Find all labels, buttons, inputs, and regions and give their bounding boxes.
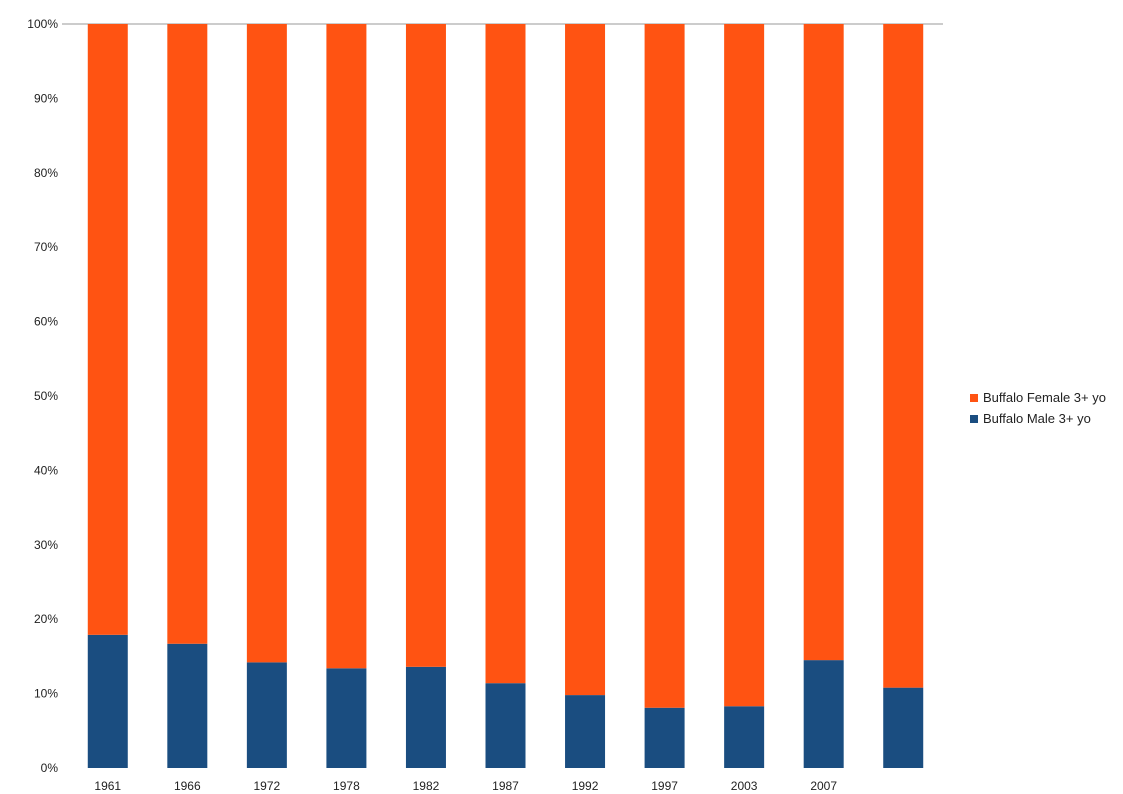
bar-segment-male xyxy=(565,695,606,768)
y-tick-label: 80% xyxy=(34,166,58,180)
bar-segment-female xyxy=(167,24,208,644)
bar-segment-male xyxy=(803,660,844,768)
bar-segment-female xyxy=(405,24,446,667)
bar-segment-male xyxy=(724,706,765,768)
x-tick-label: 1966 xyxy=(174,779,201,793)
y-tick-label: 90% xyxy=(34,91,58,105)
bar-segment-female xyxy=(565,24,606,696)
y-axis-ticks: 0% 10% 20% 30% 40% 50% 60% 70% 80% 90% 100% xyxy=(27,17,58,775)
y-tick-label: 20% xyxy=(34,612,58,626)
legend-swatch-male xyxy=(970,414,978,423)
y-tick-label: 10% xyxy=(34,687,58,701)
bar-segment-male xyxy=(167,643,208,768)
bar-segment-male xyxy=(644,707,685,768)
y-tick-label: 40% xyxy=(34,463,58,477)
y-tick-label: 0% xyxy=(41,761,59,775)
bars-group xyxy=(87,24,924,768)
x-tick-label: 1997 xyxy=(651,779,678,793)
x-tick-label: 1987 xyxy=(492,779,519,793)
legend-item-male: Buffalo Male 3+ yo xyxy=(970,408,1106,429)
bar-segment-female xyxy=(326,24,367,669)
legend-label-male: Buffalo Male 3+ yo xyxy=(983,411,1091,426)
x-tick-label: 1982 xyxy=(413,779,440,793)
legend: Buffalo Female 3+ yo Buffalo Male 3+ yo xyxy=(970,387,1106,429)
x-tick-label: 2007 xyxy=(810,779,837,793)
bar-segment-female xyxy=(803,24,844,661)
legend-label-female: Buffalo Female 3+ yo xyxy=(983,390,1106,405)
bar-segment-male xyxy=(326,668,367,768)
bar-segment-male xyxy=(883,687,924,768)
x-tick-label: 1972 xyxy=(254,779,281,793)
bar-segment-female xyxy=(87,24,128,635)
y-tick-label: 50% xyxy=(34,389,58,403)
y-tick-label: 100% xyxy=(27,17,58,31)
bar-segment-female xyxy=(724,24,765,707)
legend-item-female: Buffalo Female 3+ yo xyxy=(970,387,1106,408)
x-tick-label: 1992 xyxy=(572,779,599,793)
x-axis-ticks: 1961 1966 1972 1978 1982 1987 1992 1997 2003 2007 xyxy=(94,779,837,793)
x-tick-label: 1978 xyxy=(333,779,360,793)
bar-segment-male xyxy=(246,662,287,768)
y-tick-label: 70% xyxy=(34,240,58,254)
bar-segment-male xyxy=(87,634,128,768)
bar-segment-female xyxy=(883,24,924,688)
y-tick-label: 60% xyxy=(34,315,58,329)
bar-segment-male xyxy=(485,683,526,768)
y-tick-label: 30% xyxy=(34,538,58,552)
bar-segment-female xyxy=(246,24,287,663)
legend-swatch-female xyxy=(970,393,978,402)
bar-segment-female xyxy=(644,24,685,708)
x-tick-label: 2003 xyxy=(731,779,758,793)
bar-segment-female xyxy=(485,24,526,684)
x-tick-label: 1961 xyxy=(94,779,121,793)
bar-segment-male xyxy=(405,666,446,768)
